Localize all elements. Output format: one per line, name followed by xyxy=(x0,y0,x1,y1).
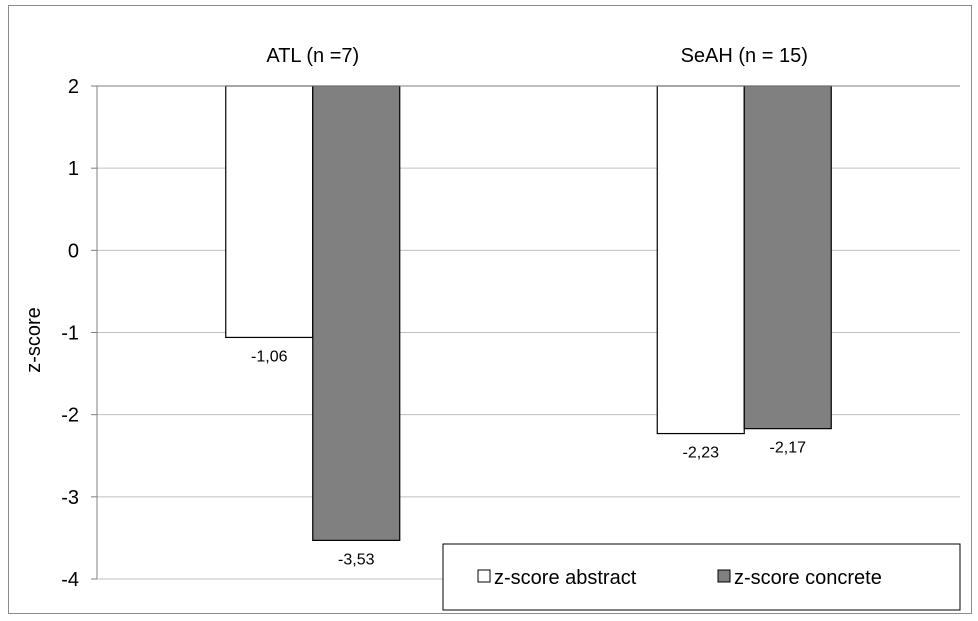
bars xyxy=(225,85,832,541)
data-labels: ATL (n =7) -1,06 -3,53 SeAH (n = 15) -2,23 -2… xyxy=(251,45,808,568)
y-tick-label: 2 xyxy=(68,76,79,98)
legend-label: z-score concrete xyxy=(734,567,882,589)
legend-swatch xyxy=(477,569,491,583)
bar-z-score-abstract xyxy=(656,85,745,435)
y-axis-title: z-score xyxy=(23,307,45,373)
legend: z-score abstract z-score concrete xyxy=(442,543,961,611)
y-tick-label: -4 xyxy=(61,569,79,591)
category-label: ATL (n =7) xyxy=(266,45,359,67)
legend-swatch xyxy=(717,569,731,583)
y-tick-label: 0 xyxy=(68,240,79,262)
bar-z-score-concrete xyxy=(743,85,832,430)
data-label: -2,23 xyxy=(683,445,720,462)
y-tick-label: -2 xyxy=(61,405,79,427)
bar-z-score-abstract xyxy=(225,85,314,339)
data-label: -3,53 xyxy=(338,551,375,568)
y-axis: 2 1 0 -1 -2 -3 -4 xyxy=(61,76,960,591)
data-label: -2,17 xyxy=(770,440,807,457)
data-label: -1,06 xyxy=(251,348,288,365)
y-tick-label: 1 xyxy=(68,158,79,180)
y-tick-label: -3 xyxy=(61,487,79,509)
y-tick-label: -1 xyxy=(61,323,79,345)
legend-label: z-score abstract xyxy=(494,567,637,589)
bar-z-score-concrete xyxy=(312,85,401,541)
category-label: SeAH (n = 15) xyxy=(681,45,808,67)
legend-box xyxy=(442,543,961,611)
